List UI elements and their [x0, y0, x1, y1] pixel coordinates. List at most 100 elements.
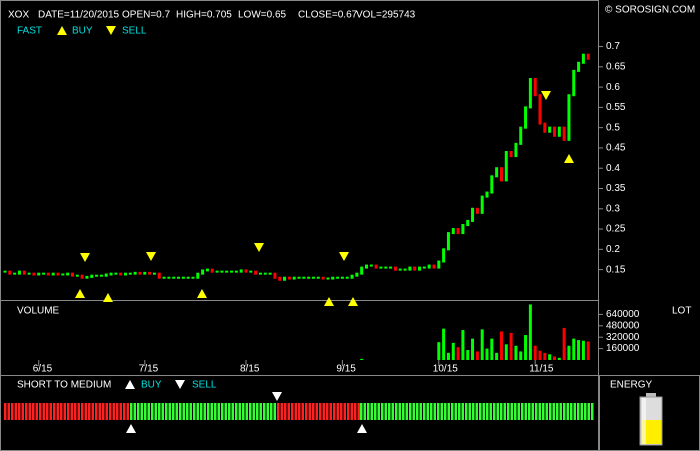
indicator-bar [11, 403, 14, 420]
volume-bar [437, 342, 441, 360]
vol: VOL=295743 [356, 10, 416, 21]
indicator-bar [25, 403, 28, 420]
indicator-bar [426, 403, 429, 420]
candle [263, 272, 267, 275]
indicator-bar [105, 403, 108, 420]
indicator-bar [21, 403, 24, 420]
candle [490, 175, 494, 194]
sell-arrow [272, 392, 282, 401]
candle [56, 272, 60, 276]
indicator-bar [577, 403, 580, 420]
candle [201, 269, 205, 275]
volume-bar [548, 354, 552, 360]
indicator-bar [444, 403, 447, 420]
indicator-bar [70, 403, 73, 420]
candle [365, 264, 368, 269]
candle [138, 271, 142, 275]
x-tick-label: 9/15 [336, 364, 356, 375]
buy-arrow [357, 424, 367, 433]
volume-bar [475, 351, 479, 360]
indicator-bar [172, 403, 175, 420]
indicator-bar [74, 403, 77, 420]
indicator-bar [489, 403, 492, 420]
indicator-bar [140, 403, 143, 420]
volume-tick-label: 480000 [606, 320, 640, 331]
candle [66, 272, 70, 276]
symbol: XOX [8, 10, 29, 21]
indicator-bar [528, 403, 531, 420]
indicator-bar [545, 403, 548, 420]
volume-bar [567, 345, 571, 360]
indicator-bar [130, 403, 133, 420]
candle [42, 272, 46, 275]
volume-bar [524, 335, 528, 360]
candle [403, 268, 407, 271]
candle [70, 272, 74, 277]
candle [75, 274, 79, 277]
candle [528, 78, 532, 109]
candle [181, 276, 185, 279]
indicator-bar [486, 403, 489, 420]
candle [548, 126, 552, 133]
candle [427, 264, 431, 269]
volume-bar [485, 348, 489, 360]
candle [13, 272, 17, 275]
candle [422, 266, 426, 269]
indicator-bar [377, 403, 380, 420]
candle [210, 268, 214, 273]
indicator-bar [363, 403, 366, 420]
indicator-bar [419, 403, 422, 420]
indicator-bar [388, 403, 391, 420]
indicator-bar [559, 403, 562, 420]
volume-bar [552, 356, 556, 360]
indicator-bar [542, 403, 545, 420]
candle [3, 270, 7, 273]
candle [196, 272, 200, 279]
candle [225, 270, 229, 273]
indicator-bar [151, 403, 154, 420]
candle [442, 248, 446, 263]
indicator-bar [280, 403, 283, 420]
volume-bar [538, 350, 542, 360]
candle [499, 167, 503, 182]
indicator-bar [479, 403, 482, 420]
indicator-bar [32, 403, 35, 420]
sell-arrow [339, 252, 349, 261]
indicator-bar [472, 403, 475, 420]
volume-bar [586, 341, 590, 360]
indicator-bar [496, 403, 499, 420]
indicator-bar [186, 403, 189, 420]
candle [258, 272, 262, 275]
candle [451, 228, 455, 235]
indicator-bar [137, 403, 140, 420]
candle [504, 151, 508, 182]
indicator-bar [402, 403, 405, 420]
buy-arrow [348, 297, 358, 306]
candle [157, 272, 161, 279]
y-tick-label: 0.45 [606, 143, 626, 154]
indicator-bar [42, 403, 45, 420]
indicator-bar [77, 403, 80, 420]
indicator-bar [287, 403, 290, 420]
indicator-bar [39, 403, 42, 420]
candle [254, 270, 258, 275]
indicator-bar [326, 403, 329, 420]
indicator-bar [430, 403, 433, 420]
indicator-bar [116, 403, 119, 420]
candle [133, 271, 137, 275]
candle [230, 270, 234, 273]
open: OPEN=0.7 [122, 10, 171, 21]
y-tick-label: 0.7 [606, 41, 620, 52]
candle [562, 126, 566, 141]
candle [239, 269, 243, 273]
candle [186, 276, 190, 279]
indicator-bar [196, 403, 199, 420]
candle [533, 78, 537, 97]
indicator-bar [591, 403, 594, 420]
volume-bar [504, 344, 508, 360]
indicator-bar [119, 403, 122, 420]
legend-buy: BUY [72, 26, 93, 37]
indicator-bar [552, 403, 555, 420]
y-tick-label: 0.4 [606, 163, 620, 174]
candle [389, 266, 393, 269]
